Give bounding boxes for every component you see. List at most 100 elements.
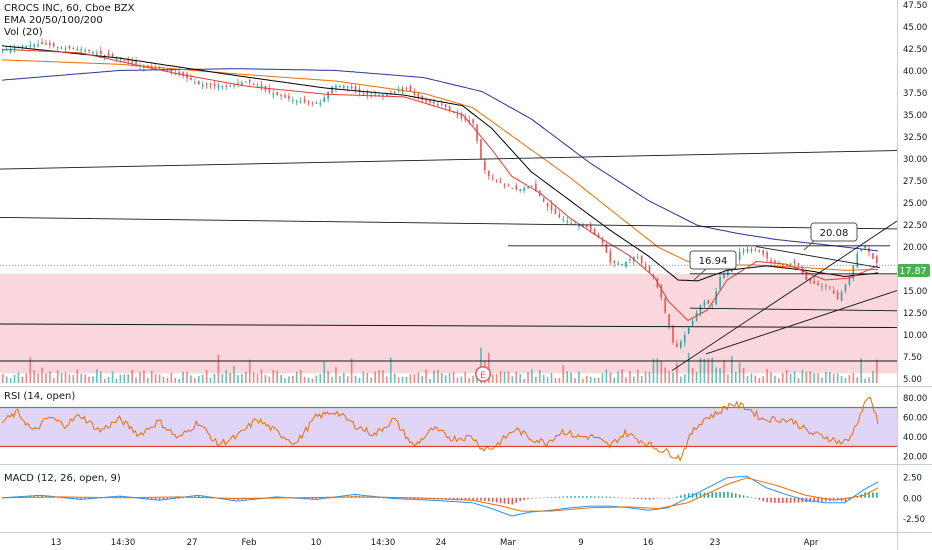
volume-bar <box>856 377 859 383</box>
volume-bar <box>139 372 141 383</box>
volume-bar <box>229 372 231 383</box>
candle-body <box>484 160 486 171</box>
candle-body <box>248 79 251 83</box>
volume-bar <box>327 370 329 383</box>
price-tick-label: 15.00 <box>903 287 927 297</box>
macd-pane[interactable]: 2.50 0.00 -2.50 <box>1 473 925 525</box>
earnings-marker[interactable]: E <box>475 366 491 382</box>
volume-bar <box>295 371 298 383</box>
candle-body <box>542 197 545 202</box>
candle-body <box>488 170 490 177</box>
histogram-bar <box>515 497 518 503</box>
callout-high[interactable]: 20.08 <box>803 222 858 251</box>
histogram-bar <box>315 497 318 500</box>
volume-bar <box>868 377 870 383</box>
candle-body <box>56 46 59 48</box>
histogram-bar <box>531 497 533 499</box>
volume-bar <box>237 375 239 383</box>
histogram-bar <box>844 497 847 502</box>
volume-bar <box>750 373 753 383</box>
volume-bar <box>213 374 216 383</box>
price-pane[interactable]: 47.50 45.00 42.50 40.00 37.50 35.00 32.50 30.00… <box>0 1 930 385</box>
volume-bar <box>629 371 631 383</box>
histogram-bar <box>695 492 698 498</box>
volume-bar <box>781 373 784 383</box>
histogram-bar <box>535 497 537 499</box>
candle-body <box>33 44 35 47</box>
candle-body <box>37 44 39 46</box>
histogram-bar <box>621 497 623 499</box>
volume-legend[interactable]: Vol (20) <box>4 27 43 38</box>
volume-bar <box>245 371 247 383</box>
histogram-bar <box>625 497 627 499</box>
callout-low[interactable]: 16.94 <box>689 250 737 281</box>
rsi-pane[interactable]: 80.00 60.00 40.00 20.00 <box>0 394 927 463</box>
histogram-bar <box>766 497 768 503</box>
candle-body <box>805 274 808 280</box>
time-axis[interactable]: 13 14:30 27 Feb 10 14:30 24 Mar 9 16 23 Apr <box>51 538 819 548</box>
volume-bar <box>284 378 286 383</box>
candle-body <box>225 85 228 87</box>
volume-bar <box>805 372 808 383</box>
candle-body <box>711 305 714 307</box>
candle-body <box>625 261 627 267</box>
candle-body <box>707 300 710 304</box>
volume-bar <box>789 373 792 383</box>
histogram-bar <box>762 497 764 502</box>
price-tick-label: 42.50 <box>903 45 927 55</box>
rsi-tick-label: 80.00 <box>903 394 927 404</box>
candle-body <box>648 266 651 273</box>
histogram-bar <box>186 497 188 499</box>
candle-body <box>197 81 200 85</box>
candle-body <box>742 250 745 252</box>
candle-body <box>852 265 855 279</box>
macd-title[interactable]: MACD (12, 26, open, 9) <box>4 473 121 484</box>
chart-title[interactable]: CROCS INC, 60, Cboe BZX <box>4 3 135 14</box>
volume-bar <box>92 376 94 383</box>
histogram-bar <box>609 496 612 498</box>
histogram-bar <box>456 497 459 500</box>
time-tick-label: 13 <box>51 538 62 548</box>
price-tick-label: 25.00 <box>903 199 927 209</box>
volume-bar <box>578 371 580 383</box>
macd-axis[interactable]: 2.50 0.00 -2.50 <box>903 473 925 525</box>
candle-body <box>762 249 764 255</box>
volume-bar <box>49 371 51 383</box>
volume-bar <box>25 373 28 383</box>
candle-body <box>864 245 866 249</box>
histogram-bar <box>476 497 478 501</box>
histogram-bar <box>825 497 827 502</box>
time-tick-label: Apr <box>804 538 819 548</box>
volume-bar <box>268 376 271 383</box>
rsi-title[interactable]: RSI (14, open) <box>4 391 76 402</box>
volume-bar <box>621 369 623 383</box>
ema-legend[interactable]: EMA 20/50/100/200 <box>4 15 103 26</box>
price-tick-label: 20.00 <box>903 243 927 253</box>
volume-bar <box>260 369 263 383</box>
volume-bar <box>848 374 851 383</box>
volume-bar <box>393 373 396 383</box>
rsi-axis[interactable]: 80.00 60.00 40.00 20.00 <box>903 394 927 462</box>
volume-bar <box>652 358 655 383</box>
volume-bar <box>589 376 592 383</box>
histogram-bar <box>687 493 690 498</box>
candle-body <box>593 229 596 234</box>
callout-low-label: 16.94 <box>699 256 728 267</box>
candle-body <box>558 214 561 218</box>
histogram-bar <box>542 497 545 499</box>
volume-bar <box>205 369 208 383</box>
candle-body <box>256 86 259 88</box>
candle-body <box>346 86 349 88</box>
candle-body <box>182 72 184 77</box>
price-axis[interactable]: 47.50 45.00 42.50 40.00 37.50 35.00 32.50 30.00… <box>903 1 927 385</box>
histogram-bar <box>331 497 333 499</box>
trend-line <box>0 323 898 328</box>
histogram-bar <box>401 497 404 499</box>
candle-body <box>268 88 271 93</box>
volume-bar <box>358 377 361 383</box>
price-tick-label: 35.00 <box>903 111 927 121</box>
volume-bar <box>143 370 145 383</box>
candle-body <box>578 224 580 227</box>
ema-20-line <box>1 48 879 322</box>
